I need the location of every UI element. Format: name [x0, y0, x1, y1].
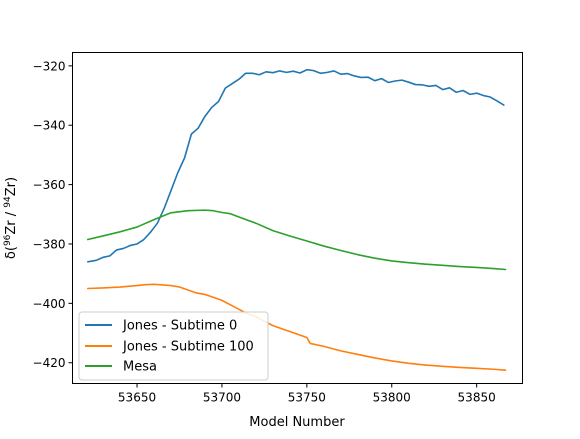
y-axis-ticks: −320 −340 −360 −380 −400 −420 — [33, 59, 73, 370]
legend-label-jones-subtime-100: Jones - Subtime 100 — [122, 340, 254, 355]
legend-box — [78, 311, 269, 381]
y-tick-label: −340 — [33, 119, 66, 133]
y-tick-label: −380 — [33, 237, 66, 251]
plot-frame — [72, 52, 523, 384]
y-label-sup-96: 96 — [3, 234, 13, 246]
x-tick-label: 53700 — [203, 391, 241, 405]
x-axis-ticks: 53650 53700 53750 53800 53850 — [118, 383, 496, 405]
y-label-end: Zr) — [4, 177, 19, 196]
x-tick-label: 53800 — [373, 391, 411, 405]
y-tick-label: −400 — [33, 297, 66, 311]
y-tick-label: −360 — [33, 178, 66, 192]
series-line-jones-subtime-0 — [86, 68, 505, 263]
legend: Jones - Subtime 0 Jones - Subtime 100 Me… — [78, 311, 269, 381]
y-tick-label: −420 — [33, 356, 66, 370]
x-axis-label: Model Number — [249, 415, 345, 430]
x-tick-label: 53650 — [118, 391, 156, 405]
y-label-mid: Zr / — [4, 208, 19, 235]
legend-label-jones-subtime-0: Jones - Subtime 0 — [122, 319, 237, 334]
y-label-sup-94: 94 — [3, 196, 13, 208]
x-tick-label: 53750 — [288, 391, 326, 405]
y-axis-label: δ(96Zr / 94Zr) — [3, 177, 19, 259]
y-label-delta: δ( — [4, 246, 19, 259]
series-line-mesa — [86, 209, 507, 271]
y-tick-label: −320 — [33, 59, 66, 73]
x-tick-label: 53850 — [458, 391, 496, 405]
legend-label-mesa: Mesa — [123, 360, 157, 375]
